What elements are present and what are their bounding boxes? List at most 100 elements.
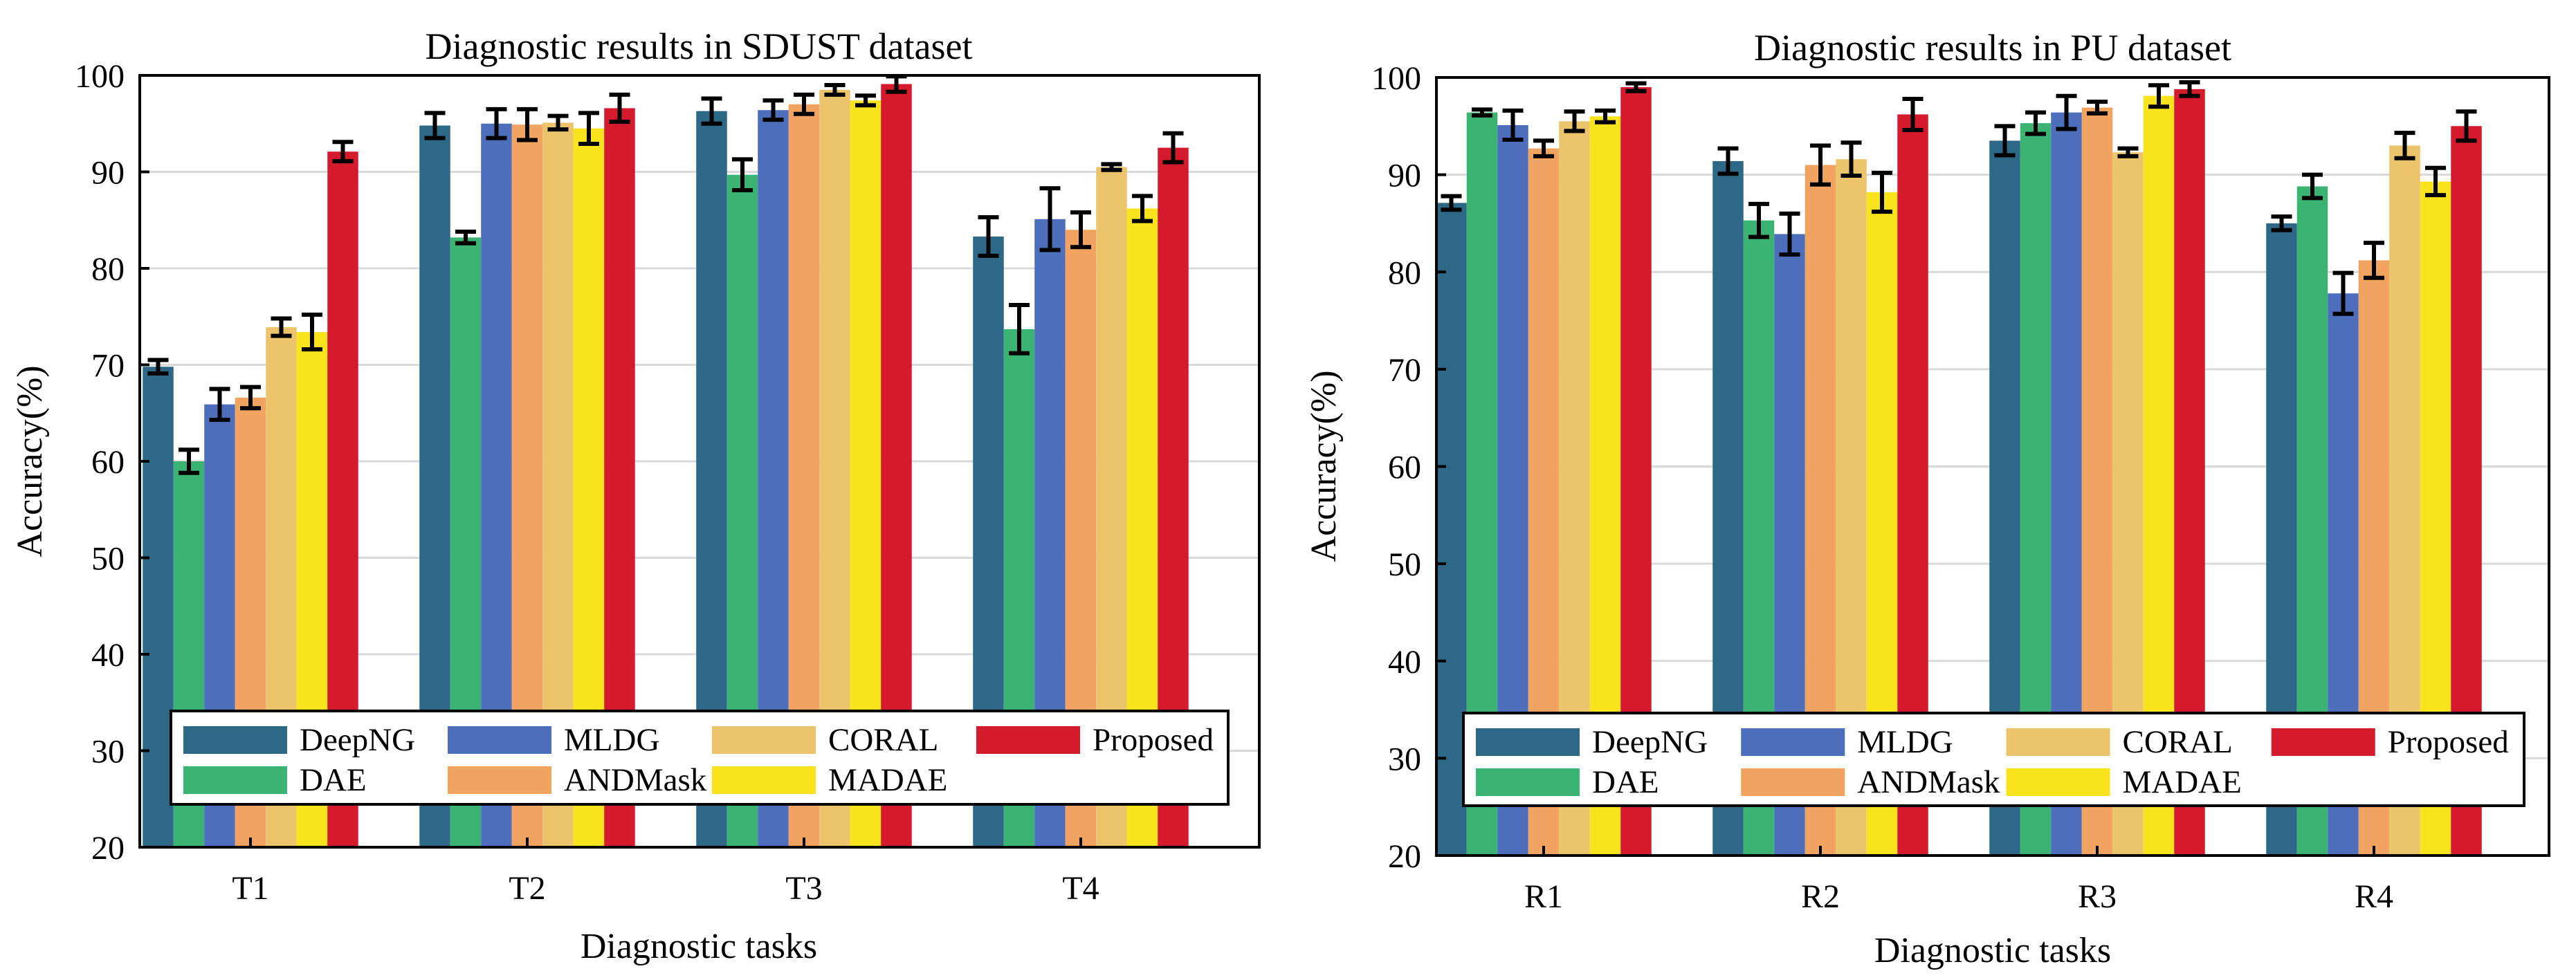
legend: DeepNG MLDG CORAL Proposed DAE ANDMask MADAE [1462,712,2525,807]
y-tick-label: 40 [1388,644,1421,681]
error-bar-andmask-r1 [1533,138,1554,158]
error-bar-mldg-t4 [1039,186,1061,252]
error-bar-dae-t1 [179,447,199,475]
legend-swatch-deepng [1476,728,1580,756]
pu-chart-panel: Diagnostic results in PU dataset 20 30 40 5… [1304,27,2550,970]
y-tick-label: 50 [1388,546,1421,583]
error-bar-deepng-t4 [978,215,999,258]
y-tick-label: 60 [1388,450,1421,486]
error-bar-proposed-r1 [1625,81,1647,93]
legend-swatch-proposed [976,726,1080,754]
legend-swatch-andmask [448,766,551,794]
error-bar-mldg-r1 [1502,108,1524,142]
y-tick-label: 60 [91,444,125,481]
y-axis-label: Accuracy(%) [10,365,50,557]
error-bar-proposed-r4 [2456,109,2477,143]
error-bar-deepng-t3 [701,96,722,126]
error-bar-coral-r2 [1840,140,1862,178]
x-tick-label-t1: T1 [232,870,268,907]
legend-swatch-dae [183,766,287,794]
error-bar-deepng-r3 [1994,124,2016,158]
error-bar-andmask-r3 [2087,100,2108,116]
y-tick-label: 30 [91,734,125,770]
error-bar-andmask-t4 [1070,210,1091,250]
error-bar-deepng-r2 [1717,146,1739,176]
bar-deepng-r1 [1436,203,1467,856]
y-tick-label: 70 [1388,352,1421,389]
sdust-chart-panel: Diagnostic results in SDUST dataset 20 30… [10,26,1261,966]
legend-label-proposed: Proposed [2388,724,2509,760]
x-axis-label: Diagnostic tasks [1874,931,2111,970]
y-tick-label: 100 [1371,60,1421,97]
error-bar-dae-t4 [1009,303,1030,355]
error-bar-madae-r2 [1872,170,1892,214]
legend-label-deepng: DeepNG [1592,724,1708,760]
y-tick-label: 20 [91,830,125,867]
error-bar-madae-t4 [1132,194,1153,223]
y-tick-label: 100 [75,58,125,95]
legend-swatch-andmask [1741,768,1845,796]
legend-label-andmask: ANDMask [564,762,707,798]
y-tick-label: 30 [1388,741,1421,777]
error-bar-coral-t3 [824,82,846,97]
error-bar-deepng-r4 [2271,214,2292,232]
error-bar-andmask-t2 [517,107,538,142]
legend-swatch-madae [2006,768,2110,796]
y-tick-label: 40 [91,637,125,674]
error-bar-marks [1441,80,2477,316]
legend-swatch-coral [2006,728,2110,756]
legend-swatch-mldg [448,726,551,754]
error-bar-proposed-t2 [609,92,630,124]
legend-label-mldg: MLDG [564,722,659,758]
error-bar-mldg-t1 [209,387,230,423]
error-bar-deepng-r1 [1441,194,1462,212]
error-bar-deepng-t1 [147,358,169,376]
y-tick-label: 90 [1388,158,1421,194]
error-bar-andmask-t3 [794,92,814,116]
bar-deepng-t1 [143,367,174,847]
legend-swatch-dae [1476,768,1580,796]
error-bar-proposed-r3 [2179,80,2200,98]
y-axis-label: Accuracy(%) [1304,370,1344,562]
error-bar-proposed-r2 [1902,96,1924,132]
error-bar-mldg-t3 [762,98,784,122]
error-bar-madae-r1 [1595,108,1616,124]
error-bar-dae-r2 [1748,201,1769,239]
error-bar-coral-r1 [1564,109,1585,133]
error-bar-madae-r4 [2425,165,2446,198]
error-bar-madae-r3 [2148,83,2169,109]
legend-label-coral: CORAL [828,722,938,758]
error-bar-andmask-r2 [1810,143,1831,187]
legend-label-dae: DAE [1592,764,1659,800]
legend: DeepNG MLDG CORAL Proposed DAE ANDMask MADAE [170,710,1230,806]
y-axis-ticks: 20 30 40 50 60 70 80 90 100 [75,58,149,867]
error-bar-dae-t3 [732,157,753,193]
legend-swatch-proposed [2271,728,2375,756]
chart-title: Diagnostic results in SDUST dataset [426,26,973,67]
x-axis-ticks: T1 T2 T3 T4 [232,838,1099,907]
legend-label-madae: MADAE [2123,764,2242,800]
error-bar-dae-t2 [455,229,476,246]
legend-label-proposed: Proposed [1093,722,1214,758]
error-bar-coral-t4 [1101,162,1122,172]
legend-swatch-deepng [183,726,287,754]
error-bar-deepng-t2 [424,111,446,140]
error-bar-andmask-r4 [2364,241,2384,280]
legend-label-coral: CORAL [2123,724,2233,760]
x-tick-label-t4: T4 [1062,870,1099,907]
legend-label-mldg: MLDG [1857,724,1953,760]
error-bar-mldg-t2 [486,107,507,140]
legend-swatch-coral [712,726,816,754]
error-bar-mldg-r3 [2056,93,2077,131]
y-tick-label: 80 [1388,255,1421,291]
error-bar-proposed-t4 [1162,131,1184,165]
x-axis-ticks: R1 R2 R3 R4 [1524,846,2393,915]
legend-swatch-madae [712,766,816,794]
legend-label-andmask: ANDMask [1857,764,2000,800]
error-bar-coral-r3 [2117,146,2139,158]
legend-label-dae: DAE [300,762,367,798]
x-axis-label: Diagnostic tasks [581,927,817,966]
error-bar-mldg-r2 [1779,211,1800,257]
y-tick-label: 90 [91,155,125,192]
